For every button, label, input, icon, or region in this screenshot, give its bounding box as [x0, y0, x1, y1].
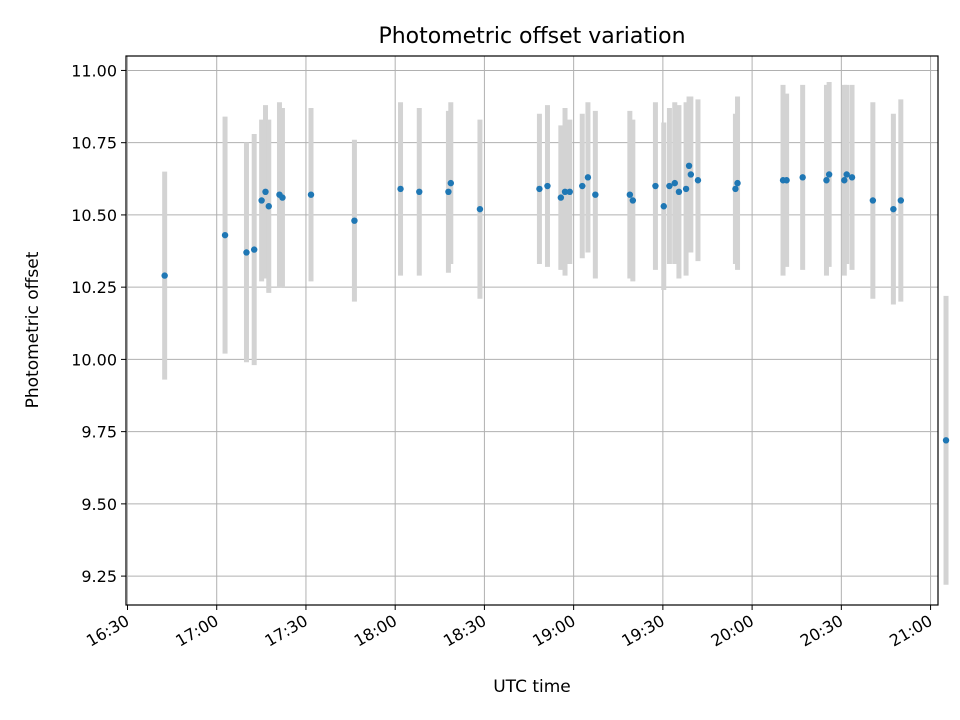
data-point: [476, 205, 484, 213]
data-point: [557, 194, 565, 201]
data-point: [161, 272, 168, 279]
data-point: [732, 185, 739, 193]
data-point: [544, 182, 551, 190]
y-axis: 9.25 9.50 9.75 10.00 10.25 10.50 10.75 11.00: [71, 61, 126, 586]
y-tick-label: 11.00: [71, 61, 117, 80]
data-point: [685, 162, 693, 169]
plot-area-frame: [125, 55, 939, 606]
data-point: [897, 197, 905, 204]
y-tick-label: 10.50: [71, 206, 117, 225]
y-axis-label: Photometric offset: [23, 251, 43, 408]
data-point: [671, 179, 678, 187]
data-point: [694, 177, 702, 184]
data-point: [660, 203, 667, 210]
data-point: [843, 171, 850, 178]
y-tick-label: 9.75: [81, 423, 117, 442]
data-point: [243, 249, 250, 256]
data-point: [307, 191, 315, 198]
y-tick-label: 10.75: [71, 134, 117, 153]
data-point: [250, 246, 258, 253]
y-tick-label: 9.25: [81, 567, 117, 586]
data-point: [579, 182, 586, 190]
y-tick-label: 9.50: [81, 495, 117, 514]
data-point: [279, 194, 286, 201]
data-point: [890, 205, 897, 213]
data-point: [942, 437, 950, 444]
chart-title: Photometric offset variation: [378, 24, 685, 49]
y-tick-label: 10.00: [71, 350, 117, 369]
data-point: [258, 197, 265, 204]
data-point: [262, 188, 269, 196]
data-point: [869, 197, 877, 204]
data-point: [848, 174, 856, 181]
data-point: [561, 188, 569, 196]
data-point: [397, 185, 404, 193]
data-point: [445, 188, 452, 196]
data-points: [161, 162, 950, 444]
data-point: [666, 182, 673, 190]
data-point: [265, 203, 272, 210]
data-point: [221, 231, 229, 239]
data-point: [823, 177, 830, 184]
data-point: [416, 188, 423, 196]
data-point: [536, 185, 543, 193]
x-axis-label: UTC time: [493, 677, 571, 697]
data-point: [734, 179, 741, 187]
data-point: [783, 177, 790, 184]
data-point: [626, 191, 634, 198]
data-point: [447, 179, 454, 187]
data-point: [584, 174, 592, 181]
data-point: [682, 185, 690, 193]
data-point: [825, 171, 833, 178]
data-point: [629, 197, 637, 204]
data-point: [351, 217, 358, 224]
data-point: [799, 174, 806, 181]
data-point: [652, 182, 659, 190]
y-tick-label: 10.25: [71, 278, 117, 297]
data-point: [566, 188, 573, 196]
data-point: [687, 171, 695, 178]
data-point: [841, 177, 848, 184]
data-point: [592, 191, 599, 198]
data-point: [675, 188, 683, 196]
